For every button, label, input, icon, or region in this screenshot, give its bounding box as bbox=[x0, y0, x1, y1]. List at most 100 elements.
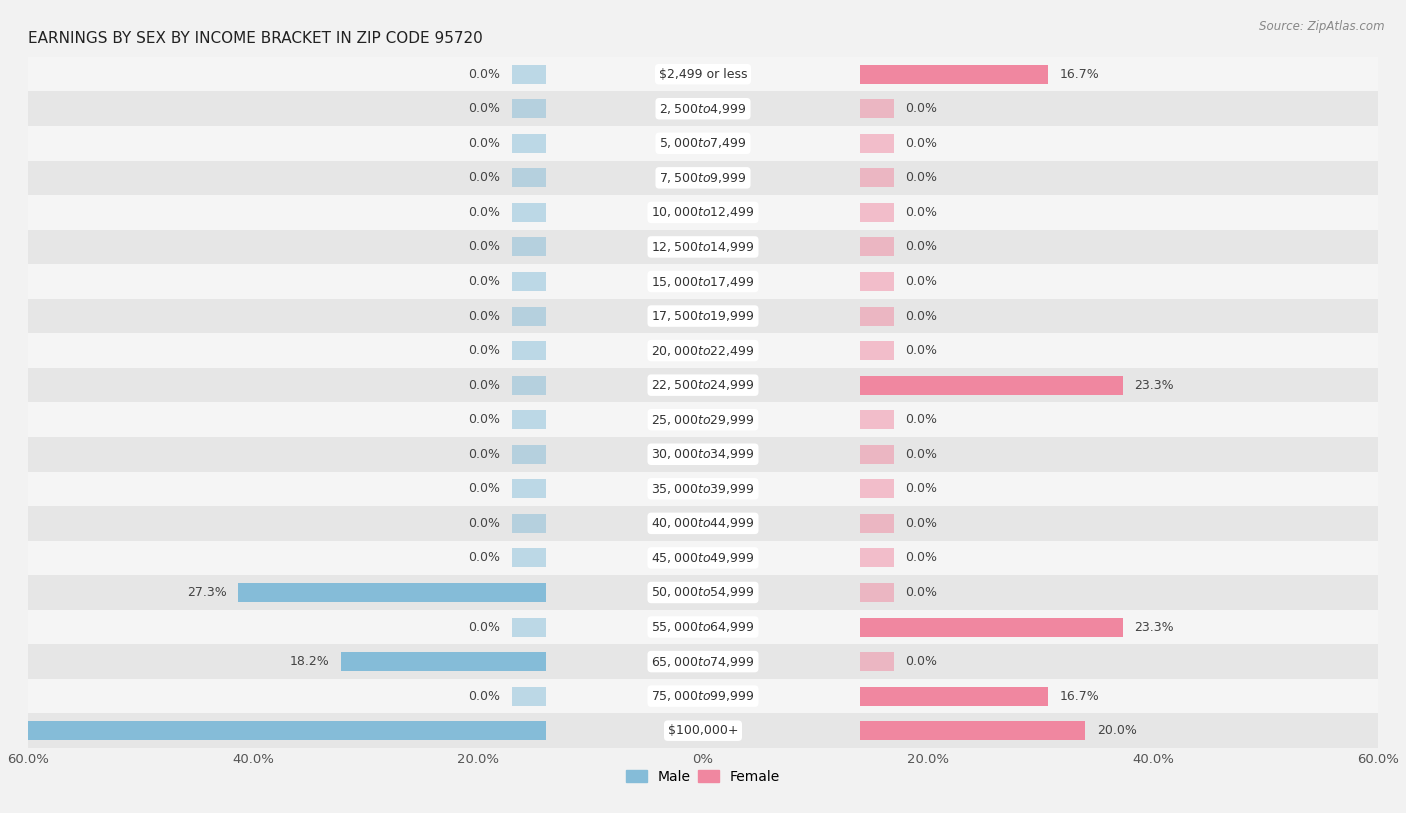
Bar bbox=[512, 445, 546, 463]
Bar bbox=[512, 549, 546, 567]
Bar bbox=[860, 687, 1049, 706]
Text: 0.0%: 0.0% bbox=[468, 689, 501, 702]
Bar bbox=[28, 714, 1378, 748]
Text: 0.0%: 0.0% bbox=[905, 517, 938, 530]
Bar bbox=[28, 506, 1378, 541]
Bar bbox=[512, 203, 546, 222]
Bar bbox=[512, 618, 546, 637]
Bar bbox=[28, 367, 1378, 402]
Bar bbox=[512, 307, 546, 325]
Text: 0.0%: 0.0% bbox=[468, 310, 501, 323]
Text: 0.0%: 0.0% bbox=[468, 413, 501, 426]
Text: 0.0%: 0.0% bbox=[468, 172, 501, 185]
Bar bbox=[340, 652, 546, 671]
Text: 16.7%: 16.7% bbox=[1060, 689, 1099, 702]
Text: $15,000 to $17,499: $15,000 to $17,499 bbox=[651, 275, 755, 289]
Bar bbox=[28, 472, 1378, 506]
Bar bbox=[28, 644, 1378, 679]
Text: 0.0%: 0.0% bbox=[468, 241, 501, 254]
Bar bbox=[860, 307, 894, 325]
Text: 0.0%: 0.0% bbox=[468, 102, 501, 115]
Text: 0.0%: 0.0% bbox=[905, 241, 938, 254]
Bar bbox=[860, 445, 894, 463]
Bar bbox=[28, 195, 1378, 229]
Bar bbox=[860, 480, 894, 498]
Text: $75,000 to $99,999: $75,000 to $99,999 bbox=[651, 689, 755, 703]
Bar bbox=[512, 376, 546, 394]
Text: $55,000 to $64,999: $55,000 to $64,999 bbox=[651, 620, 755, 634]
Text: 0.0%: 0.0% bbox=[468, 206, 501, 219]
Bar bbox=[28, 91, 1378, 126]
Text: $2,500 to $4,999: $2,500 to $4,999 bbox=[659, 102, 747, 115]
Bar bbox=[28, 298, 1378, 333]
Text: 18.2%: 18.2% bbox=[290, 655, 329, 668]
Bar bbox=[860, 583, 894, 602]
Text: $35,000 to $39,999: $35,000 to $39,999 bbox=[651, 482, 755, 496]
Text: 0.0%: 0.0% bbox=[905, 310, 938, 323]
Text: 0.0%: 0.0% bbox=[905, 448, 938, 461]
Bar bbox=[512, 687, 546, 706]
Text: 0.0%: 0.0% bbox=[905, 344, 938, 357]
Bar bbox=[860, 411, 894, 429]
Bar bbox=[28, 161, 1378, 195]
Text: 0.0%: 0.0% bbox=[905, 102, 938, 115]
Text: 0.0%: 0.0% bbox=[905, 275, 938, 288]
Bar bbox=[28, 57, 1378, 91]
Text: $20,000 to $22,499: $20,000 to $22,499 bbox=[651, 344, 755, 358]
Text: 27.3%: 27.3% bbox=[187, 586, 228, 599]
Text: 0.0%: 0.0% bbox=[468, 275, 501, 288]
Text: 0.0%: 0.0% bbox=[468, 137, 501, 150]
Text: $12,500 to $14,999: $12,500 to $14,999 bbox=[651, 240, 755, 254]
Bar bbox=[239, 583, 546, 602]
Bar bbox=[28, 437, 1378, 472]
Bar bbox=[860, 618, 1122, 637]
Text: $100,000+: $100,000+ bbox=[668, 724, 738, 737]
Text: $2,499 or less: $2,499 or less bbox=[659, 67, 747, 80]
Bar bbox=[28, 679, 1378, 714]
Text: 23.3%: 23.3% bbox=[1133, 620, 1174, 633]
Text: 0.0%: 0.0% bbox=[905, 586, 938, 599]
Text: 0.0%: 0.0% bbox=[468, 551, 501, 564]
Bar bbox=[860, 65, 1049, 84]
Text: 20.0%: 20.0% bbox=[1097, 724, 1136, 737]
Text: EARNINGS BY SEX BY INCOME BRACKET IN ZIP CODE 95720: EARNINGS BY SEX BY INCOME BRACKET IN ZIP… bbox=[28, 31, 482, 46]
Text: 0.0%: 0.0% bbox=[468, 344, 501, 357]
Bar bbox=[860, 652, 894, 671]
Text: 0.0%: 0.0% bbox=[905, 413, 938, 426]
Legend: Male, Female: Male, Female bbox=[620, 764, 786, 789]
Text: 0.0%: 0.0% bbox=[905, 137, 938, 150]
Bar bbox=[28, 402, 1378, 437]
Text: $40,000 to $44,999: $40,000 to $44,999 bbox=[651, 516, 755, 530]
Bar bbox=[512, 480, 546, 498]
Text: 0.0%: 0.0% bbox=[468, 517, 501, 530]
Text: $30,000 to $34,999: $30,000 to $34,999 bbox=[651, 447, 755, 461]
Bar bbox=[860, 376, 1122, 394]
Text: 0.0%: 0.0% bbox=[905, 482, 938, 495]
Bar bbox=[512, 411, 546, 429]
Bar bbox=[512, 65, 546, 84]
Text: 0.0%: 0.0% bbox=[905, 172, 938, 185]
Bar bbox=[512, 514, 546, 533]
Bar bbox=[860, 341, 894, 360]
Bar bbox=[28, 610, 1378, 644]
Bar bbox=[860, 168, 894, 187]
Bar bbox=[0, 721, 546, 740]
Bar bbox=[860, 721, 1085, 740]
Bar bbox=[28, 333, 1378, 367]
Text: Source: ZipAtlas.com: Source: ZipAtlas.com bbox=[1260, 20, 1385, 33]
Text: $50,000 to $54,999: $50,000 to $54,999 bbox=[651, 585, 755, 599]
Bar bbox=[860, 549, 894, 567]
Text: 0.0%: 0.0% bbox=[468, 67, 501, 80]
Text: $25,000 to $29,999: $25,000 to $29,999 bbox=[651, 413, 755, 427]
Text: 0.0%: 0.0% bbox=[905, 551, 938, 564]
Text: $5,000 to $7,499: $5,000 to $7,499 bbox=[659, 137, 747, 150]
Bar bbox=[860, 134, 894, 153]
Text: $22,500 to $24,999: $22,500 to $24,999 bbox=[651, 378, 755, 392]
Bar bbox=[512, 237, 546, 256]
Text: $10,000 to $12,499: $10,000 to $12,499 bbox=[651, 206, 755, 220]
Text: 0.0%: 0.0% bbox=[468, 379, 501, 392]
Bar bbox=[28, 229, 1378, 264]
Bar bbox=[512, 99, 546, 118]
Bar bbox=[512, 134, 546, 153]
Bar bbox=[860, 514, 894, 533]
